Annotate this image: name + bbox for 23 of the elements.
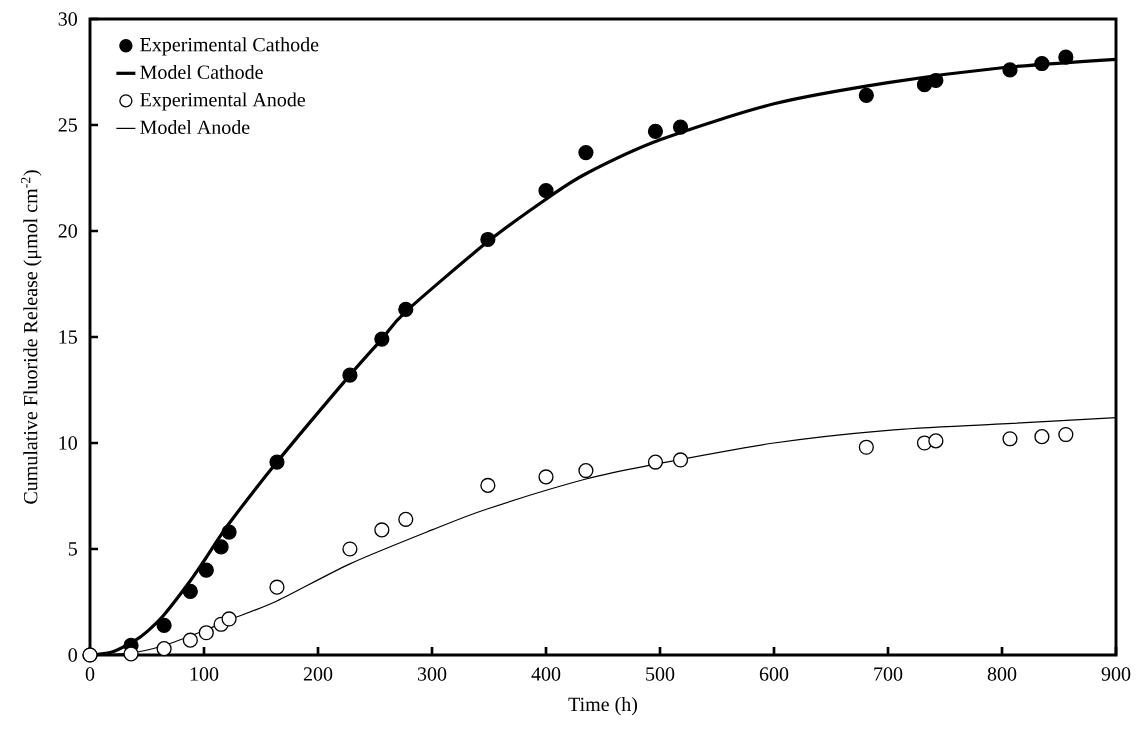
legend-label: Experimental Anode bbox=[140, 92, 306, 111]
legend-label: Model Cathode bbox=[140, 64, 263, 79]
y-tick-label: 30 bbox=[58, 12, 77, 26]
legend-label: Experimental Cathode bbox=[140, 37, 319, 56]
y-tick-label: 15 bbox=[59, 330, 77, 344]
x-tick-label: 100 bbox=[190, 667, 219, 681]
x-tick-label: 900 bbox=[1101, 667, 1131, 681]
x-tick-label: 500 bbox=[646, 667, 675, 681]
x-tick-label: 700 bbox=[874, 667, 903, 681]
x-tick-label: 300 bbox=[417, 667, 447, 681]
legend-label: Model Anode bbox=[140, 119, 250, 135]
x-tick-label: 600 bbox=[759, 667, 789, 681]
y-tick-label: 0 bbox=[68, 648, 77, 662]
y-tick-label: 5 bbox=[68, 542, 77, 556]
y-axis-title: Cumulative Fluoride Release (μmol cm$^{-2}$) bbox=[20, 170, 42, 504]
y-tick-label: 20 bbox=[58, 224, 77, 238]
y-tick-label: 25 bbox=[58, 118, 77, 132]
x-tick-label: 200 bbox=[303, 667, 333, 681]
x-tick-label: 400 bbox=[531, 667, 561, 681]
y-tick-label: 10 bbox=[59, 436, 77, 450]
x-tick-label: 800 bbox=[987, 667, 1017, 681]
x-axis-title: Time (h) bbox=[568, 697, 638, 716]
x-tick-label: 0 bbox=[85, 667, 95, 681]
